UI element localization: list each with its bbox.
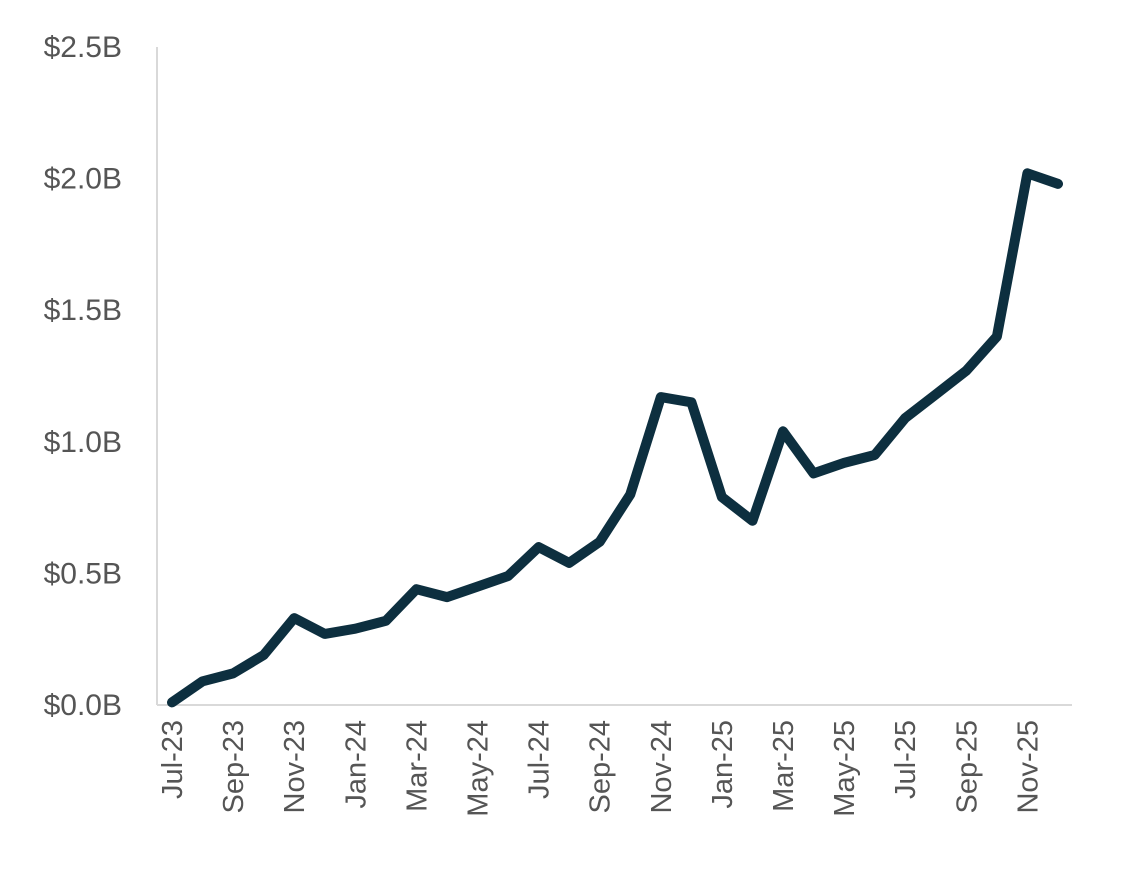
y-tick-label: $2.0B bbox=[44, 163, 122, 196]
x-axis-ticks: Jul-23 Sep-23 Nov-23 Jan-24 Mar-24 May-24 Jul-… bbox=[157, 720, 1044, 817]
x-tick-label: Nov-24 bbox=[646, 720, 678, 814]
x-tick-label: Sep-25 bbox=[951, 720, 983, 814]
x-tick-label: Jul-25 bbox=[890, 720, 922, 799]
x-tick-label: Mar-25 bbox=[768, 720, 800, 812]
x-tick-label: Jul-24 bbox=[524, 720, 556, 799]
y-tick-label: $0.0B bbox=[44, 689, 122, 722]
x-tick-label: Jan-24 bbox=[340, 720, 372, 809]
y-tick-label: $0.5B bbox=[44, 557, 122, 590]
y-tick-label: $2.5B bbox=[44, 31, 122, 64]
y-tick-label: $1.0B bbox=[44, 426, 122, 459]
series-line bbox=[167, 168, 1063, 708]
y-tick-label: $1.5B bbox=[44, 294, 122, 327]
x-tick-label: Jul-23 bbox=[157, 720, 189, 799]
x-tick-label: Mar-24 bbox=[401, 720, 433, 812]
x-tick-label: Sep-24 bbox=[585, 720, 617, 814]
x-tick-label: Nov-23 bbox=[279, 720, 311, 814]
x-tick-label: Sep-23 bbox=[218, 720, 250, 814]
series-group bbox=[167, 168, 1063, 708]
x-tick-label: Nov-25 bbox=[1012, 720, 1044, 814]
x-tick-label: Jan-25 bbox=[707, 720, 739, 809]
x-tick-label: May-25 bbox=[829, 720, 861, 817]
y-axis-ticks: $0.0B $0.5B $1.0B $1.5B $2.0B $2.5B bbox=[44, 31, 122, 722]
x-tick-label: May-24 bbox=[463, 720, 495, 817]
